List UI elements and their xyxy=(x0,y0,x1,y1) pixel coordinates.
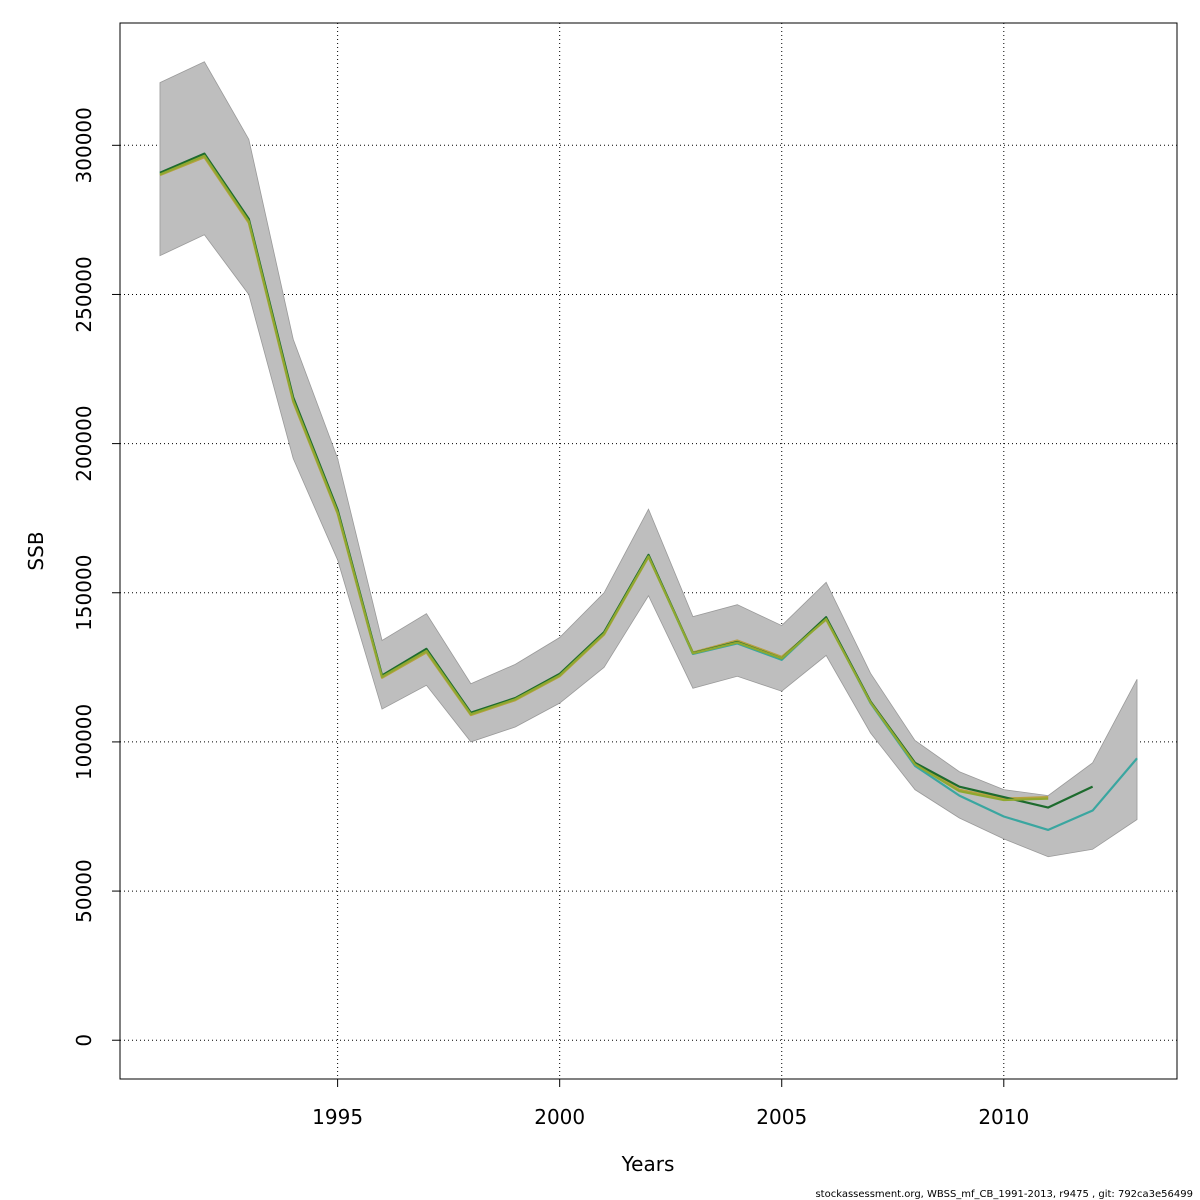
footer-note: stockassessment.org, WBSS_mf_CB_1991-201… xyxy=(815,1189,1193,1200)
y-tick-label-50000: 50000 xyxy=(72,859,96,923)
series-lines-layer xyxy=(159,152,1138,832)
y-tick-label-200000: 200000 xyxy=(72,405,96,481)
y-tick-label-150000: 150000 xyxy=(72,555,96,631)
grid-lines xyxy=(120,23,1177,1079)
series-line-4 xyxy=(159,154,1049,802)
x-axis-title: Years xyxy=(621,1152,675,1176)
y-axis-title: SSB xyxy=(24,531,48,570)
y-tick-label-0: 0 xyxy=(72,1034,96,1047)
y-tick-label-250000: 250000 xyxy=(72,256,96,332)
x-tick-label-2010: 2010 xyxy=(978,1105,1029,1129)
y-tick-label-300000: 300000 xyxy=(72,107,96,183)
x-tick-label-1995: 1995 xyxy=(312,1105,363,1129)
series-line-2 xyxy=(159,156,1049,800)
y-axis: 0 50000 100000 150000 200000 250000 300000 xyxy=(72,107,120,1047)
x-tick-label-2005: 2005 xyxy=(756,1105,807,1129)
x-axis: 1995 2000 2005 2010 xyxy=(312,1079,1029,1129)
plot-frame xyxy=(119,22,1178,1080)
series-line-1 xyxy=(159,153,1138,832)
y-tick-label-100000: 100000 xyxy=(72,704,96,780)
confidence-band-layer xyxy=(159,61,1138,858)
series-line-3 xyxy=(159,152,1094,809)
confidence-band xyxy=(159,61,1138,858)
x-tick-label-2000: 2000 xyxy=(534,1105,585,1129)
